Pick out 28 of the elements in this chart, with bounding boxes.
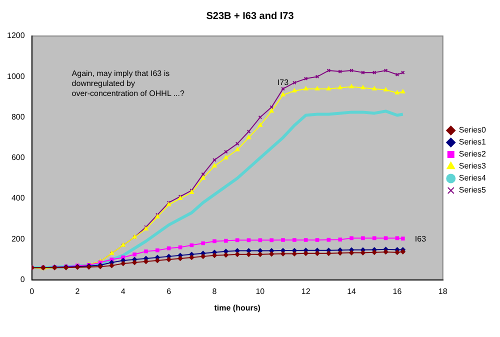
y-tick-label: 800 — [11, 112, 26, 122]
y-tick-label: 200 — [11, 234, 26, 244]
y-tick-label: 0 — [20, 275, 26, 284]
y-tick-label: 1000 — [7, 72, 26, 81]
legend-label: Series4 — [458, 174, 487, 183]
annotation: Again, may imply that I63 is downregulated by over-concentration of OHHL ...? — [72, 69, 185, 98]
annotation: I63 — [414, 234, 427, 244]
x-tick-label: 12 — [301, 286, 311, 296]
y-tick-label: 1200 — [7, 31, 26, 40]
legend-label: Series0 — [458, 126, 487, 135]
x-tick-label: 0 — [30, 286, 35, 296]
x-tick-label: 2 — [75, 286, 80, 296]
chart-title: S23B + I63 and I73 — [206, 10, 294, 22]
x-tick-label: 14 — [347, 286, 357, 296]
y-tick-label: 400 — [11, 194, 26, 203]
x-tick-label: 6 — [166, 286, 172, 296]
legend-label: Series5 — [458, 186, 487, 195]
x-tick-label: 18 — [438, 286, 448, 296]
legend-label: Series3 — [458, 162, 487, 171]
annotation: I73 — [277, 78, 290, 87]
y-tick-label: 600 — [11, 153, 26, 162]
x-tick-label: 4 — [120, 286, 126, 296]
x-tick-label: 16 — [392, 286, 402, 296]
legend-label: Series2 — [458, 150, 487, 159]
x-tick-label: 8 — [212, 286, 218, 296]
x-tick-label: 10 — [256, 286, 266, 296]
legend-label: Series1 — [458, 138, 487, 147]
x-axis-title: time (hours) — [214, 303, 261, 312]
